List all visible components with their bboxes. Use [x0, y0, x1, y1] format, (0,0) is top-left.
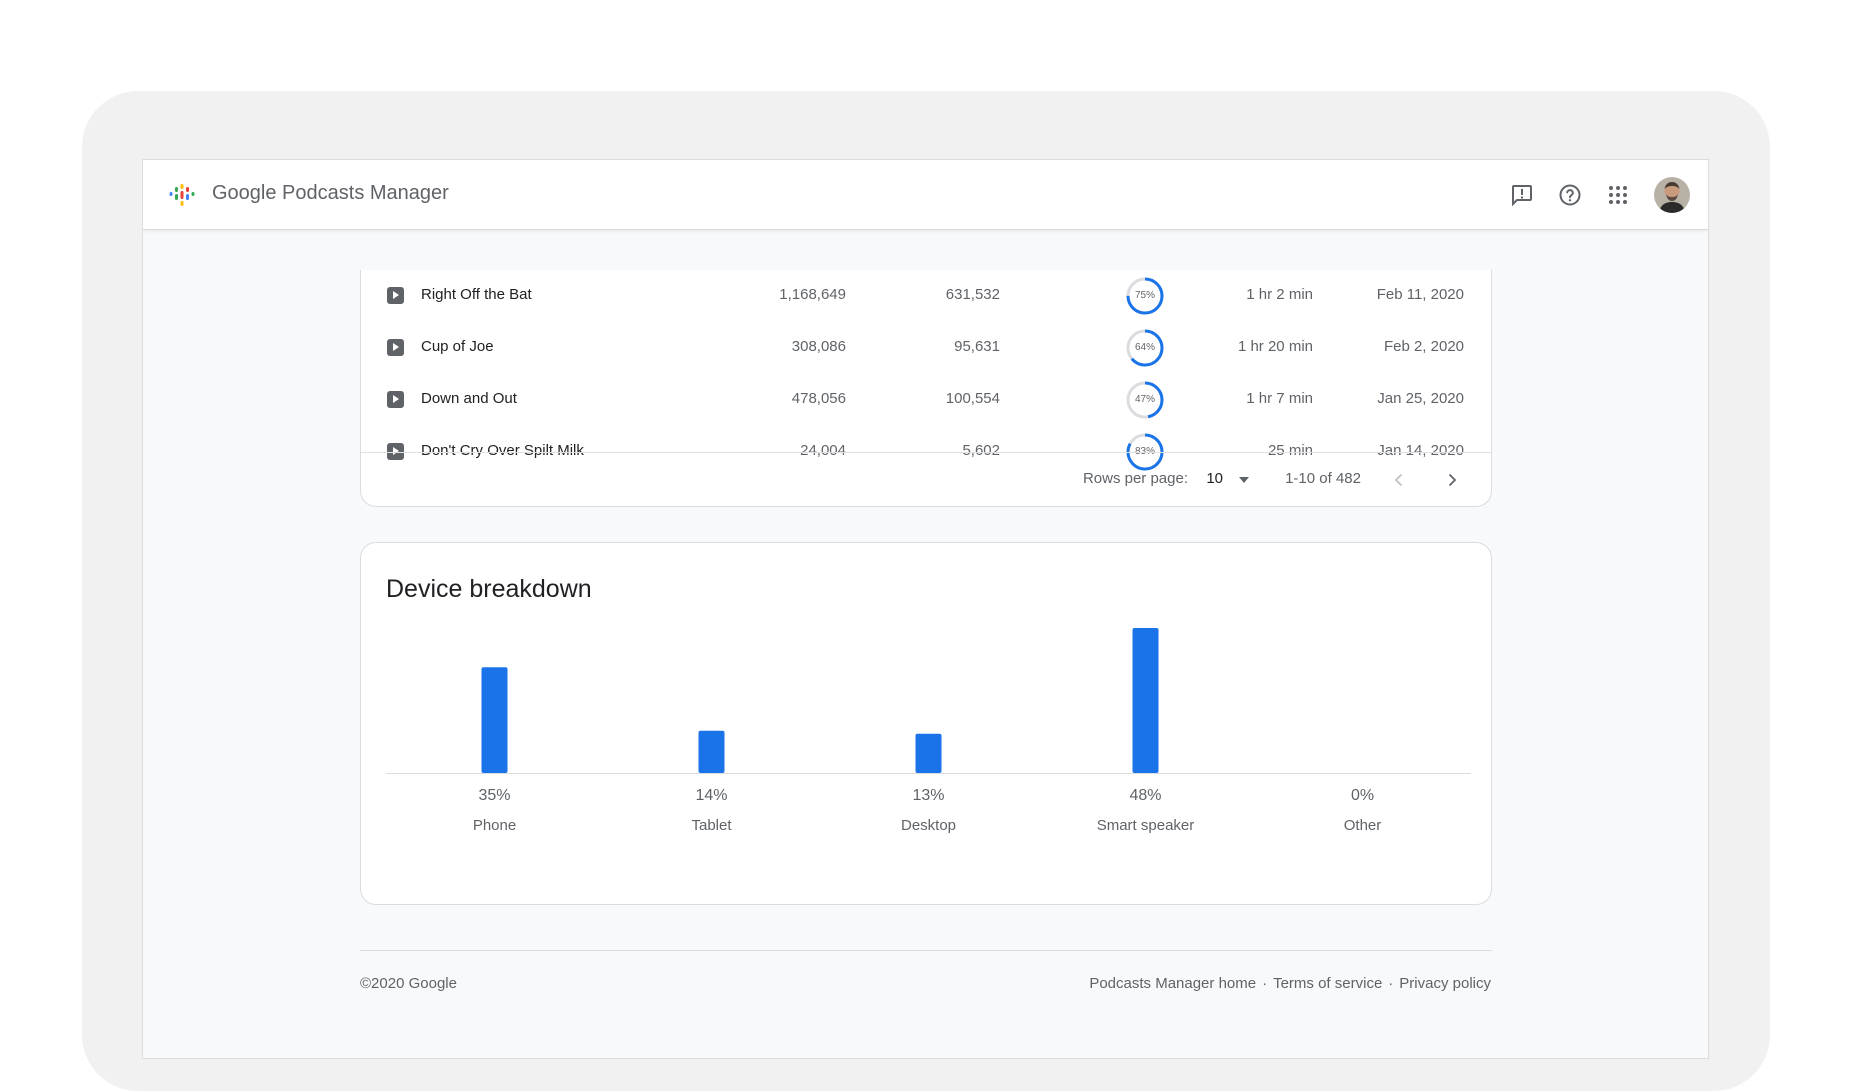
- completion-ring-graphic: [1126, 277, 1164, 315]
- play-icon[interactable]: [387, 443, 404, 460]
- table-row[interactable]: Down and Out 478,056 100,554 47% 1 hr 7 min J…: [361, 374, 1491, 426]
- podcasts-logo-icon: [169, 184, 195, 206]
- completion-ring-graphic: [1126, 381, 1164, 419]
- chart-value-label: 35%: [478, 787, 510, 804]
- episode-listeners: 95,631: [954, 338, 1000, 355]
- completion-ring: 64%: [1125, 328, 1165, 368]
- chart-category-label: Tablet: [691, 817, 732, 834]
- footer-link-terms[interactable]: Terms of service: [1273, 975, 1383, 992]
- apps-button[interactable]: [1600, 177, 1636, 213]
- rows-per-page-select[interactable]: 10: [1206, 470, 1223, 487]
- chart-bar-tablet[interactable]: [698, 730, 725, 773]
- episode-duration: 1 hr 7 min: [1246, 390, 1313, 407]
- device-breakdown-card: Device breakdown 35% Phone 14% Tablet 13% Des…: [360, 542, 1492, 905]
- completion-percent: 64%: [1134, 342, 1155, 353]
- chevron-left-icon: [1394, 473, 1403, 487]
- table-row[interactable]: Don't Cry Over Spilt Milk 24,004 5,602 83% 2…: [361, 426, 1491, 478]
- apps-grid-icon: [1609, 186, 1627, 204]
- episode-listeners: 5,602: [962, 442, 1000, 459]
- play-icon[interactable]: [387, 339, 404, 356]
- episode-title[interactable]: Down and Out: [421, 390, 517, 407]
- next-page-button[interactable]: [1437, 465, 1467, 495]
- play-icon[interactable]: [387, 287, 404, 304]
- table-row[interactable]: Right Off the Bat 1,168,649 631,532 75% 1 hr…: [361, 270, 1491, 322]
- rows-per-page-dropdown-icon[interactable]: [1239, 477, 1249, 483]
- account-avatar[interactable]: [1654, 177, 1690, 213]
- episode-date: Jan 25, 2020: [1377, 390, 1464, 407]
- help-icon: [1559, 184, 1581, 206]
- episode-date: Feb 2, 2020: [1383, 338, 1464, 355]
- episode-listeners: 631,532: [945, 286, 1000, 303]
- chart-value-label: 48%: [1129, 787, 1161, 804]
- content-area: Right Off the Bat 1,168,649 631,532 75% 1 hr…: [143, 230, 1708, 1058]
- footer-link-home[interactable]: Podcasts Manager home: [1089, 975, 1257, 992]
- completion-percent: 47%: [1134, 394, 1155, 405]
- chart-bar-desktop[interactable]: [915, 733, 942, 773]
- top-actions: [1492, 177, 1690, 213]
- footer-separator: ·: [1262, 975, 1268, 992]
- help-button[interactable]: [1552, 177, 1588, 213]
- top-app-bar: Google Podcasts Manager: [143, 160, 1708, 230]
- app-window: Google Podcasts Manager: [142, 159, 1709, 1059]
- episode-title[interactable]: Cup of Joe: [421, 338, 494, 355]
- chevron-right-icon: [1448, 473, 1457, 487]
- completion-ring: 47%: [1125, 380, 1165, 420]
- episode-title[interactable]: Right Off the Bat: [421, 286, 532, 303]
- footer-separator: ·: [1388, 975, 1394, 992]
- rows-per-page-label: Rows per page:: [1082, 470, 1188, 487]
- chart-bar-smart-speaker[interactable]: [1132, 628, 1159, 773]
- completion-percent: 75%: [1134, 290, 1155, 301]
- chart-value-label: 13%: [912, 787, 944, 804]
- episode-duration: 1 hr 20 min: [1237, 338, 1313, 355]
- episode-plays: 308,086: [791, 338, 846, 355]
- footer-copyright: ©2020 Google: [360, 975, 457, 992]
- previous-page-button[interactable]: [1384, 465, 1414, 495]
- completion-percent: 83%: [1125, 432, 1165, 472]
- episode-title[interactable]: Don't Cry Over Spilt Milk: [421, 442, 584, 459]
- chart-bar-phone[interactable]: [481, 667, 508, 773]
- chart-category-label: Other: [1344, 817, 1382, 834]
- avatar-icon: [1654, 177, 1690, 213]
- table-divider: [361, 452, 1491, 453]
- episode-plays: 478,056: [791, 390, 846, 407]
- episode-listeners: 100,554: [945, 390, 1000, 407]
- device-breakdown-title: Device breakdown: [386, 575, 592, 603]
- device-breakdown-chart: 35% Phone 14% Tablet 13% Desktop 48% Smart spea…: [386, 628, 1471, 834]
- footer-divider: [360, 950, 1492, 951]
- episode-duration: 1 hr 2 min: [1246, 286, 1313, 303]
- chart-category-label: Phone: [473, 817, 516, 834]
- play-icon[interactable]: [387, 391, 404, 408]
- footer-links: Podcasts Manager home · Terms of service…: [1089, 975, 1491, 992]
- app-title: Google Podcasts Manager: [212, 182, 449, 204]
- episode-duration: 25 min: [1267, 442, 1313, 459]
- footer-link-privacy[interactable]: Privacy policy: [1399, 975, 1491, 992]
- episode-date: Feb 11, 2020: [1376, 286, 1464, 303]
- chart-value-label: 14%: [695, 787, 727, 804]
- episode-date: Jan 14, 2020: [1377, 442, 1464, 459]
- chart-category-label: Smart speaker: [1097, 817, 1195, 834]
- pagination-range: 1-10 of 482: [1285, 470, 1361, 487]
- chart-category-label: Desktop: [901, 817, 956, 834]
- episodes-table: Right Off the Bat 1,168,649 631,532 75% 1 hr…: [360, 270, 1492, 507]
- episode-plays: 1,168,649: [779, 286, 846, 303]
- chart-value-label: 0%: [1351, 787, 1374, 804]
- feedback-icon: [1512, 185, 1532, 207]
- episode-plays: 24,004: [800, 442, 846, 459]
- table-pagination: Rows per page: 10 1-10 of 482: [361, 453, 1491, 506]
- completion-ring: 75%: [1125, 276, 1165, 316]
- feedback-button[interactable]: [1504, 177, 1540, 213]
- table-row[interactable]: Cup of Joe 308,086 95,631 64% 1 hr 20 min Feb…: [361, 322, 1491, 374]
- completion-ring-graphic: [1126, 329, 1164, 367]
